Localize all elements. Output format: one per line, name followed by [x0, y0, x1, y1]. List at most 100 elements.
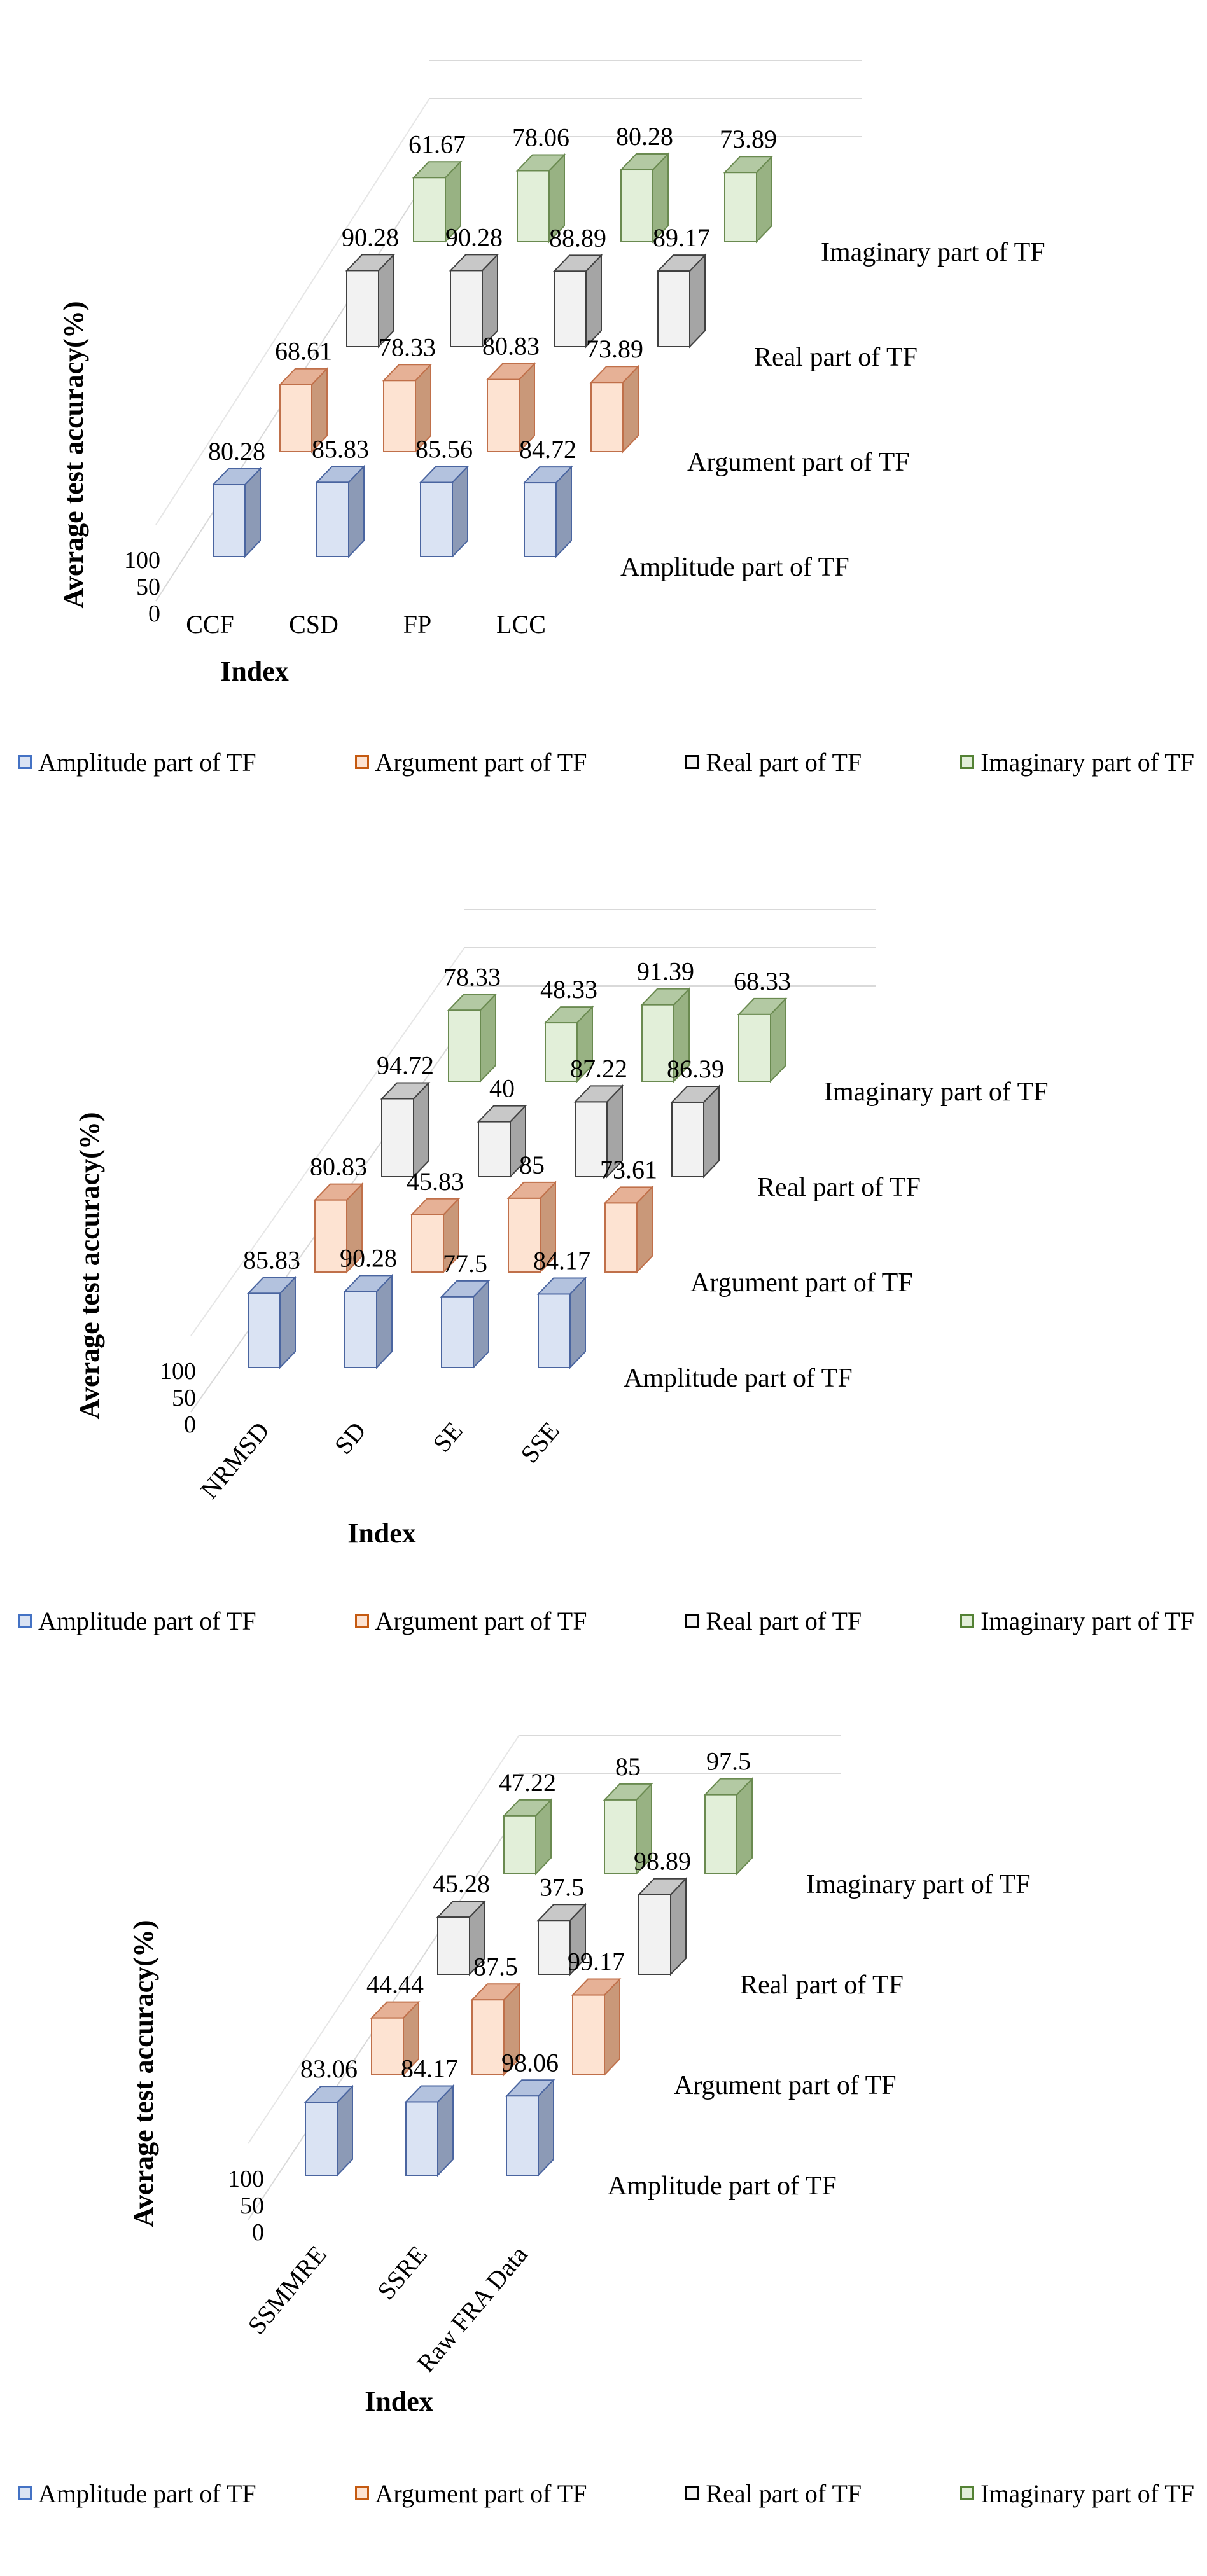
bar-2-2: [552, 253, 603, 349]
bar-3-2: [640, 987, 691, 1083]
bar-front: [538, 1293, 571, 1369]
category-label: CSD: [289, 610, 338, 639]
bar-1-1: [410, 1197, 461, 1274]
bar-0-2: [440, 1279, 491, 1369]
bar-2-0: [380, 1081, 431, 1179]
series-axis-label: Argument part of TF: [690, 1268, 913, 1298]
bar-front: [383, 380, 416, 452]
data-label: 85: [519, 1151, 545, 1179]
bar-0-3: [522, 465, 573, 558]
legend-swatch: [685, 2486, 700, 2500]
chart-panel-2: 0 50 100 Average test accuracy(%) 78.33 48.33…: [0, 859, 1207, 1717]
bar-3-0: [412, 160, 463, 244]
data-label: 78.33: [443, 962, 501, 991]
data-label: 84.72: [519, 435, 576, 464]
bar-front: [487, 378, 520, 453]
category-label: FP: [403, 610, 432, 639]
bar-front: [657, 270, 690, 347]
bar-front: [279, 384, 312, 453]
legend-item: Imaginary part of TF: [960, 1606, 1194, 1636]
legend-label: Amplitude part of TF: [38, 1606, 256, 1635]
bar-front: [314, 1199, 347, 1273]
series-axis-label: Argument part of TF: [674, 2071, 897, 2100]
bar-front: [704, 1794, 737, 1874]
bar-0-0: [303, 2084, 354, 2177]
chart-panel-3: 0 50 100 Average test accuracy(%) 47.22 85 97.…: [0, 1717, 1207, 2576]
bar-front: [450, 270, 483, 347]
bar-front: [346, 270, 379, 347]
data-label: 87.22: [570, 1054, 627, 1083]
bar-3-1: [515, 153, 566, 244]
data-label: 73.89: [586, 335, 643, 363]
category-label: SSE: [515, 1416, 565, 1469]
legend-item: Amplitude part of TF: [18, 747, 256, 777]
bar-front: [248, 1292, 281, 1368]
bar-front: [316, 481, 349, 557]
bar-front: [508, 1197, 541, 1273]
bar-1-1: [470, 1982, 521, 2077]
bar-3-2: [703, 1777, 754, 1876]
bar-2-1: [449, 253, 499, 349]
chart-2-legend: Amplitude part of TF Argument part of TF R…: [18, 1602, 1194, 1640]
bar-front: [638, 1894, 671, 1976]
bar-0-3: [536, 1276, 587, 1369]
bar-front: [213, 484, 246, 557]
bar-3-3: [737, 997, 788, 1083]
bar-3-0: [502, 1798, 553, 1876]
legend-swatch: [18, 2486, 32, 2500]
bar-front: [344, 1291, 377, 1369]
series-axis-label: Amplitude part of TF: [608, 2171, 837, 2201]
chart-3-legend: Amplitude part of TF Argument part of TF R…: [18, 2474, 1194, 2512]
series-axis-label: Real part of TF: [740, 1970, 904, 2000]
bar-front: [471, 1999, 505, 2075]
series-axis-label: Real part of TF: [754, 343, 917, 372]
category-label: SE: [427, 1416, 468, 1458]
legend-label: Argument part of TF: [375, 1606, 587, 1635]
data-label: 89.17: [653, 223, 710, 252]
data-label: 47.22: [499, 1768, 556, 1797]
bar-front: [572, 1994, 605, 2075]
legend-label: Imaginary part of TF: [980, 747, 1194, 777]
data-label: 98.06: [501, 2048, 559, 2077]
bar-front: [411, 1214, 444, 1273]
legend-label: Real part of TF: [706, 1606, 862, 1635]
legend-swatch: [354, 2486, 369, 2500]
legend-swatch: [354, 755, 369, 769]
data-label: 77.5: [443, 1249, 487, 1278]
legend-label: Argument part of TF: [375, 2479, 587, 2508]
series-axis-label: Imaginary part of TF: [821, 238, 1045, 267]
legend-swatch: [18, 755, 32, 769]
bar-1-3: [603, 1185, 654, 1274]
bar-3-0: [447, 992, 498, 1083]
chart-panel-1: 0 50 100 Average test accuracy(%) 61.67 78.06…: [0, 0, 1207, 859]
bar-3-3: [723, 155, 774, 244]
bar-front: [604, 1202, 638, 1273]
legend-label: Amplitude part of TF: [38, 2479, 256, 2508]
legend-item: Amplitude part of TF: [18, 2479, 256, 2509]
bar-front: [305, 2102, 338, 2177]
data-label: 91.39: [637, 957, 694, 986]
series-axis-label: Amplitude part of TF: [624, 1364, 853, 1393]
data-label: 97.5: [706, 1747, 751, 1776]
legend-label: Amplitude part of TF: [38, 747, 256, 777]
bar-2-2: [573, 1084, 624, 1179]
x-axis-title: Index: [347, 1518, 416, 1549]
bar-front: [738, 1013, 771, 1083]
legend-swatch: [18, 1614, 32, 1628]
x-axis-title: Index: [365, 2386, 433, 2417]
bar-front: [620, 169, 653, 242]
bar-1-0: [278, 367, 329, 454]
legend-item: Amplitude part of TF: [18, 1606, 256, 1636]
data-label: 80.83: [310, 1153, 367, 1181]
series-axis-label: Imaginary part of TF: [806, 1870, 1031, 1899]
data-label: 94.72: [377, 1051, 434, 1079]
bar-1-0: [370, 2000, 421, 2077]
bar-3-1: [543, 1005, 594, 1083]
data-label: 85: [615, 1752, 641, 1781]
data-label: 68.61: [275, 337, 332, 366]
data-label: 48.33: [540, 975, 597, 1004]
legend-label: Imaginary part of TF: [980, 1606, 1194, 1635]
legend-swatch: [685, 1614, 700, 1628]
